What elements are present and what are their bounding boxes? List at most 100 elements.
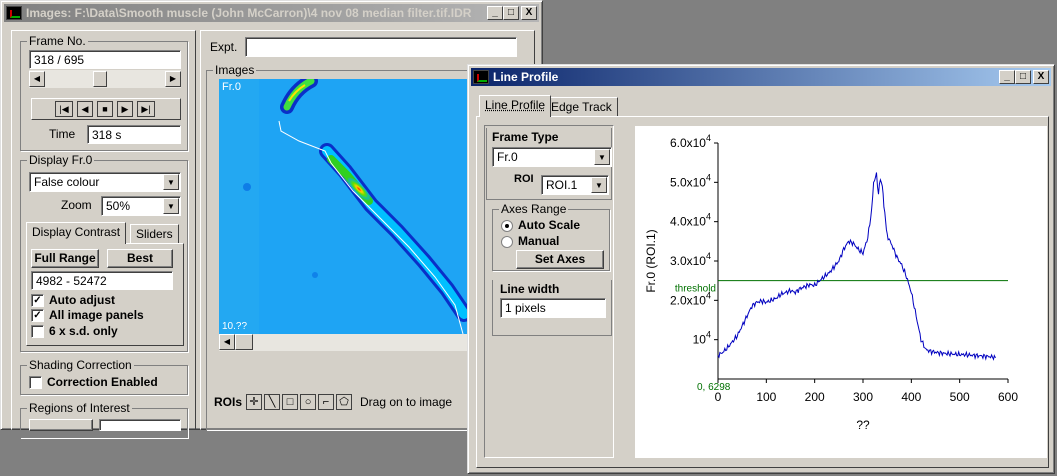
contrast-range-field[interactable]: 4982 - 52472 bbox=[31, 271, 173, 290]
frame-no-label: Frame No. bbox=[27, 34, 88, 48]
chevron-down-icon[interactable]: ▼ bbox=[594, 149, 610, 165]
first-frame-button[interactable]: |◀ bbox=[55, 101, 73, 117]
y-tick-label: 104 bbox=[693, 330, 711, 347]
origin-label: 0, 6298 bbox=[697, 382, 731, 393]
polygon-icon[interactable]: ⬠ bbox=[336, 394, 353, 410]
zoom-value: 50% bbox=[106, 199, 131, 213]
y-tick-label: 3.0x104 bbox=[670, 251, 711, 268]
correction-enabled-checkbox[interactable]: Correction Enabled bbox=[29, 375, 158, 390]
set-axes-button[interactable]: Set Axes bbox=[516, 250, 604, 269]
checkbox-check-icon[interactable]: ✓ bbox=[31, 309, 44, 323]
line-icon[interactable]: ╲ bbox=[264, 394, 281, 410]
close-button[interactable]: X bbox=[1033, 70, 1049, 84]
images-window-title: Images: F:\Data\Smooth muscle (John McCa… bbox=[26, 6, 472, 20]
frame-no-group: Frame No. bbox=[20, 34, 188, 151]
chevron-down-icon[interactable]: ▼ bbox=[163, 174, 179, 190]
best-button[interactable]: Best bbox=[107, 249, 173, 268]
slider-left-arrow[interactable]: ◀ bbox=[29, 71, 45, 87]
scroll-left-arrow[interactable]: ◀ bbox=[219, 334, 235, 350]
maximize-button[interactable]: □ bbox=[503, 6, 519, 20]
scroll-thumb[interactable] bbox=[235, 334, 253, 350]
profile-series-line bbox=[717, 172, 997, 361]
auto-scale-radio[interactable]: Auto Scale bbox=[501, 218, 580, 232]
y-tick-label: 6.0x104 bbox=[670, 133, 711, 150]
threshold-label: threshold bbox=[675, 284, 716, 295]
checkbox-empty-icon[interactable] bbox=[31, 325, 44, 339]
previous-frame-button[interactable]: ◀ bbox=[77, 101, 93, 117]
line-profile-titlebar[interactable]: Line Profile _ □ X bbox=[471, 68, 1051, 86]
x-tick-label: 500 bbox=[950, 390, 970, 404]
last-frame-button[interactable]: ▶| bbox=[137, 101, 155, 117]
image-horizontal-scrollbar[interactable]: ◀ bbox=[219, 334, 471, 351]
auto-adjust-checkbox[interactable]: ✓ Auto adjust bbox=[31, 293, 115, 308]
full-range-button[interactable]: Full Range bbox=[31, 249, 99, 268]
x-tick-label: 400 bbox=[901, 390, 921, 404]
images-group-label: Images bbox=[213, 63, 257, 77]
slider-right-arrow[interactable]: ▶ bbox=[165, 71, 181, 87]
x-tick-label: 0 bbox=[715, 390, 722, 404]
time-label: Time bbox=[49, 127, 76, 141]
tab-line-profile[interactable]: Line Profile bbox=[479, 95, 552, 117]
auto-adjust-label: Auto adjust bbox=[49, 293, 115, 307]
tab-edge-track[interactable]: Edge Track bbox=[545, 97, 618, 117]
app-icon bbox=[473, 70, 489, 84]
six-sd-only-checkbox[interactable]: 6 x s.d. only bbox=[31, 324, 118, 339]
time-field[interactable]: 318 s bbox=[87, 125, 181, 144]
expt-field[interactable] bbox=[245, 37, 517, 57]
roi-select[interactable] bbox=[99, 419, 181, 431]
tab-display-contrast[interactable]: Display Contrast bbox=[26, 222, 127, 244]
x-axis-label: ?? bbox=[856, 418, 870, 432]
roi-action-button[interactable] bbox=[29, 419, 93, 431]
false-colour-image[interactable] bbox=[219, 79, 471, 334]
frame-type-label: Frame Type bbox=[492, 130, 559, 144]
cross-icon[interactable]: ✛ bbox=[246, 394, 263, 410]
polyline-icon[interactable]: ⌐ bbox=[318, 394, 335, 410]
rectangle-icon[interactable]: □ bbox=[282, 394, 299, 410]
close-button[interactable]: X bbox=[521, 6, 537, 20]
frame-type-select[interactable]: Fr.0 ▼ bbox=[492, 147, 612, 167]
line-profile-window: Line Profile _ □ X Line Profile Edge Tra… bbox=[467, 64, 1055, 474]
minimize-button[interactable]: _ bbox=[999, 70, 1015, 84]
correction-enabled-label: Correction Enabled bbox=[47, 375, 158, 389]
next-frame-button[interactable]: ▶ bbox=[117, 101, 133, 117]
colour-mode-select[interactable]: False colour ▼ bbox=[29, 172, 181, 192]
maximize-button[interactable]: □ bbox=[1015, 70, 1031, 84]
frame-number-field[interactable]: 318 / 695 bbox=[29, 50, 181, 69]
slider-thumb[interactable] bbox=[93, 71, 107, 87]
colour-mode-value: False colour bbox=[34, 175, 100, 189]
profile-chart[interactable]: 0 100 200 300 400 500 600 104 2.0x104 3.0x104 4.0x… bbox=[635, 126, 1047, 458]
roi-select[interactable]: ROI.1 ▼ bbox=[541, 175, 609, 195]
checkbox-empty-icon[interactable] bbox=[29, 376, 42, 390]
manual-label: Manual bbox=[518, 234, 560, 248]
expt-label: Expt. bbox=[210, 40, 238, 54]
app-icon bbox=[6, 6, 22, 20]
chevron-down-icon[interactable]: ▼ bbox=[591, 177, 607, 193]
stop-button[interactable]: ■ bbox=[97, 101, 113, 117]
zoom-label: Zoom bbox=[61, 198, 92, 212]
shading-correction-label: Shading Correction bbox=[27, 358, 134, 372]
manual-radio[interactable]: Manual bbox=[501, 234, 559, 248]
image-scale-label: 10.?? bbox=[222, 321, 248, 332]
radio-selected-icon[interactable] bbox=[501, 219, 513, 232]
y-tick-label: 2.0x104 bbox=[670, 290, 711, 307]
x-tick-label: 100 bbox=[756, 390, 776, 404]
frame-slider[interactable]: ◀ ▶ bbox=[29, 70, 181, 88]
auto-scale-label: Auto Scale bbox=[518, 218, 581, 232]
line-width-field[interactable]: 1 pixels bbox=[500, 298, 606, 318]
axes-range-group: Axes Range bbox=[492, 202, 610, 271]
all-image-panels-checkbox[interactable]: ✓ All image panels bbox=[31, 308, 144, 323]
radio-unselected-icon[interactable] bbox=[501, 235, 513, 248]
ellipse-icon[interactable]: ○ bbox=[300, 394, 317, 410]
chevron-down-icon[interactable]: ▼ bbox=[163, 198, 179, 214]
checkbox-check-icon[interactable]: ✓ bbox=[31, 294, 44, 308]
images-window-titlebar[interactable]: Images: F:\Data\Smooth muscle (John McCa… bbox=[4, 4, 539, 22]
zoom-select[interactable]: 50% ▼ bbox=[101, 196, 181, 216]
images-window: Images: F:\Data\Smooth muscle (John McCa… bbox=[0, 0, 543, 438]
image-panel[interactable]: Fr.0 10.?? bbox=[219, 79, 471, 334]
roi-toolbar: ROIs ✛ ╲ □ ○ ⌐ ⬠ Drag on to image bbox=[214, 394, 452, 410]
tab-sliders[interactable]: Sliders bbox=[130, 224, 179, 244]
axes-range-label: Axes Range bbox=[499, 202, 569, 216]
minimize-button[interactable]: _ bbox=[487, 6, 503, 20]
y-axis-label: Fr.0 (ROI.1) bbox=[644, 229, 658, 292]
line-profile-title: Line Profile bbox=[493, 70, 559, 84]
